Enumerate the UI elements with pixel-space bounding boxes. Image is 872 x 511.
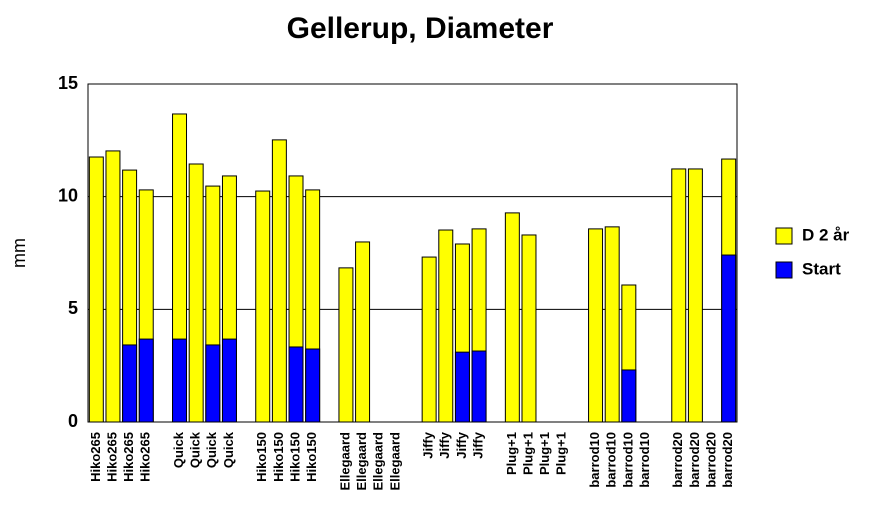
y-tick-label: 15 <box>58 73 78 93</box>
x-tick-label: Ellegaard <box>337 432 352 491</box>
x-tick-label: Hiko265 <box>104 432 119 482</box>
bar <box>188 163 204 423</box>
bar <box>504 212 520 423</box>
bar <box>671 168 687 423</box>
x-tick-label: Hiko150 <box>271 432 286 482</box>
x-tick-label: Hiko150 <box>287 432 302 482</box>
x-tick-label: Quick <box>221 431 236 468</box>
bar <box>438 229 454 423</box>
bar <box>521 234 537 423</box>
x-tick-label: Ellegaard <box>354 432 369 491</box>
chart-title: Gellerup, Diameter <box>287 12 554 45</box>
x-tick-label: barrod10 <box>604 432 619 488</box>
plot-frame <box>87 83 738 423</box>
bar <box>588 228 604 423</box>
bar <box>687 168 703 423</box>
x-tick-label: Hiko150 <box>254 432 269 482</box>
x-tick-label: Ellegaard <box>371 432 386 491</box>
x-tick-label: Quick <box>204 431 219 468</box>
y-axis-label: mm <box>9 238 29 268</box>
bar <box>338 267 354 423</box>
x-tick-label: barrod20 <box>703 432 718 488</box>
bar <box>271 139 287 423</box>
y-tick-label: 5 <box>68 298 78 318</box>
bar <box>454 351 470 423</box>
bar <box>138 338 154 423</box>
x-tick-label: Plug+1 <box>537 432 552 475</box>
x-tick-label: Ellegaard <box>387 432 402 491</box>
y-tick-label: 0 <box>68 411 78 431</box>
x-tick-label: Hiko265 <box>138 432 153 482</box>
x-tick-label: Jiffy <box>437 431 452 459</box>
x-tick-label: barrod10 <box>587 432 602 488</box>
bar <box>288 346 304 423</box>
x-tick-label: Plug+1 <box>554 432 569 475</box>
x-tick-label: Plug+1 <box>504 432 519 475</box>
y-tick-label: 10 <box>58 185 78 205</box>
x-tick-label: barrod10 <box>637 432 652 488</box>
bar <box>355 241 371 423</box>
x-tick-label: Hiko265 <box>121 432 136 482</box>
bar <box>421 256 437 423</box>
bar <box>621 369 637 423</box>
x-tick-label: Jiffy <box>421 431 436 459</box>
bar <box>221 338 237 423</box>
bar <box>721 254 737 423</box>
bar <box>255 190 271 423</box>
x-tick-label: Plug+1 <box>520 432 535 475</box>
legend-label: Start <box>802 259 841 278</box>
x-tick-label: Quick <box>188 431 203 468</box>
x-tick-label: Quick <box>171 431 186 468</box>
bar <box>122 344 138 423</box>
bar <box>471 350 487 423</box>
bar <box>172 338 188 423</box>
legend-swatch <box>775 227 793 245</box>
x-tick-label: Jiffy <box>454 431 469 459</box>
x-tick-label: barrod20 <box>670 432 685 488</box>
bar <box>88 156 104 423</box>
bar <box>305 348 321 423</box>
x-tick-label: barrod10 <box>620 432 635 488</box>
x-tick-label: Hiko150 <box>304 432 319 482</box>
bar <box>205 344 221 423</box>
bar <box>105 150 121 423</box>
legend-label: D 2 år <box>802 225 850 244</box>
legend-swatch <box>775 261 793 279</box>
x-tick-label: barrod20 <box>720 432 735 488</box>
x-tick-label: Jiffy <box>471 431 486 459</box>
bar <box>604 226 620 423</box>
x-tick-label: barrod20 <box>687 432 702 488</box>
x-tick-label: Hiko265 <box>88 432 103 482</box>
